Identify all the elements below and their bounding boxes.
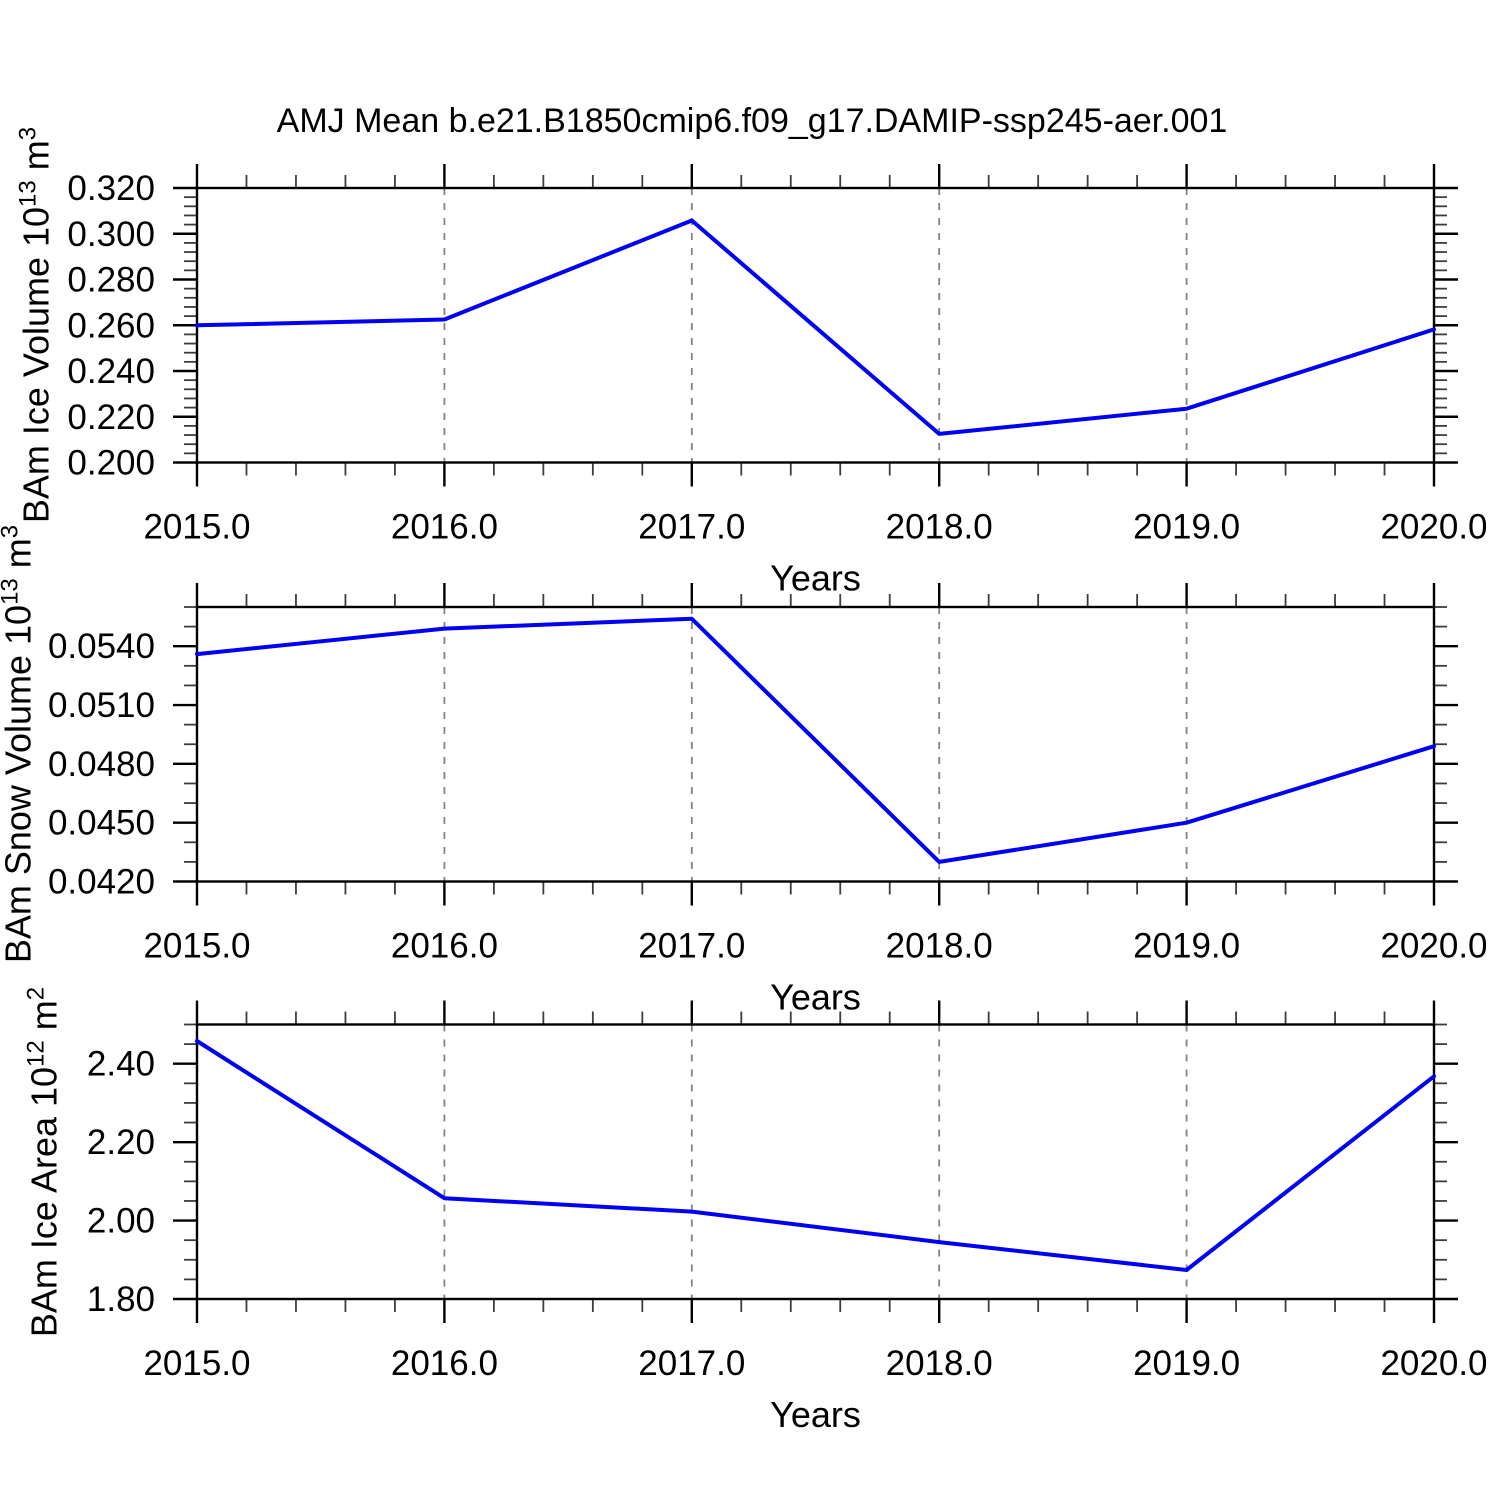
x-tick-label: 2015.0 [143, 927, 250, 966]
y-label-text: BAm Ice Volume 10 [15, 206, 57, 524]
x-tick-label: 2017.0 [638, 1344, 745, 1383]
x-tick-label: 2018.0 [886, 508, 993, 547]
y-tick-label: 0.0480 [48, 745, 155, 784]
data-line [195, 616, 1436, 864]
x-tick-label: 2016.0 [391, 508, 498, 547]
x-tick-label: 2019.0 [1133, 1344, 1240, 1383]
y-label-text: BAm Snow Volume 10 [0, 604, 39, 964]
panel-frame [195, 605, 1436, 883]
y-label-unit-exponent: 3 [0, 525, 24, 538]
x-tick-label: 2016.0 [391, 1344, 498, 1383]
y-label-unit-exponent: 3 [14, 126, 42, 141]
y-tick-label: 0.320 [67, 169, 155, 208]
y-tick-label: 0.0510 [48, 686, 155, 725]
x-tick-label: 2015.0 [143, 1344, 250, 1383]
x-tick-label: 2019.0 [1133, 508, 1240, 547]
x-tick-label: 2017.0 [638, 508, 745, 547]
y-axis-label-ice-area: BAm Ice Area 1012 m2 [23, 987, 66, 1337]
y-axis-label-ice-volume: BAm Ice Volume 1013 m3 [15, 127, 58, 523]
y-tick-label: 2.00 [87, 1202, 155, 1241]
y-axis-label-snow-volume: BAm Snow Volume 1013 m3 [0, 525, 40, 963]
data-line [195, 1039, 1436, 1272]
y-tick-label: 0.240 [67, 352, 155, 391]
x-tick-label: 2016.0 [391, 927, 498, 966]
x-tick-label: 2018.0 [886, 927, 993, 966]
y-tick-label: 1.80 [87, 1280, 155, 1319]
y-label-unit: m [0, 538, 39, 579]
y-label-unit: m [15, 140, 57, 181]
y-tick-label: 0.220 [67, 398, 155, 437]
y-tick-label: 2.20 [87, 1123, 155, 1162]
y-tick-label: 0.280 [67, 261, 155, 300]
panel-frame [195, 1023, 1436, 1301]
x-tick-label: 2017.0 [638, 927, 745, 966]
y-tick-label: 0.0450 [48, 804, 155, 843]
y-tick-label: 0.0420 [48, 863, 155, 902]
x-axis-label: Years [770, 1394, 861, 1435]
y-label-unit: m [23, 1000, 65, 1041]
y-tick-label: 0.300 [67, 215, 155, 254]
x-tick-label: 2018.0 [886, 1344, 993, 1383]
y-label-exponent: 13 [14, 180, 42, 207]
x-axis-label: Years [770, 558, 861, 599]
y-tick-label: 2.40 [87, 1045, 155, 1084]
data-line [195, 218, 1436, 436]
y-tick-label: 0.260 [67, 306, 155, 345]
x-tick-label: 2015.0 [143, 508, 250, 547]
x-tick-label: 2019.0 [1133, 927, 1240, 966]
y-label-exponent: 13 [0, 578, 24, 605]
x-tick-label: 2020.0 [1380, 508, 1487, 547]
y-label-unit-exponent: 2 [22, 986, 50, 1001]
y-label-text: BAm Ice Area 10 [23, 1066, 65, 1338]
y-tick-label: 0.0540 [48, 627, 155, 666]
chart-title: AMJ Mean b.e21.B1850cmip6.f09_g17.DAMIP-… [276, 102, 1228, 140]
x-tick-label: 2020.0 [1380, 1344, 1487, 1383]
x-tick-label: 2020.0 [1380, 927, 1487, 966]
y-label-exponent: 12 [22, 1040, 50, 1067]
x-axis-label: Years [770, 977, 861, 1018]
y-tick-label: 0.200 [67, 444, 155, 483]
